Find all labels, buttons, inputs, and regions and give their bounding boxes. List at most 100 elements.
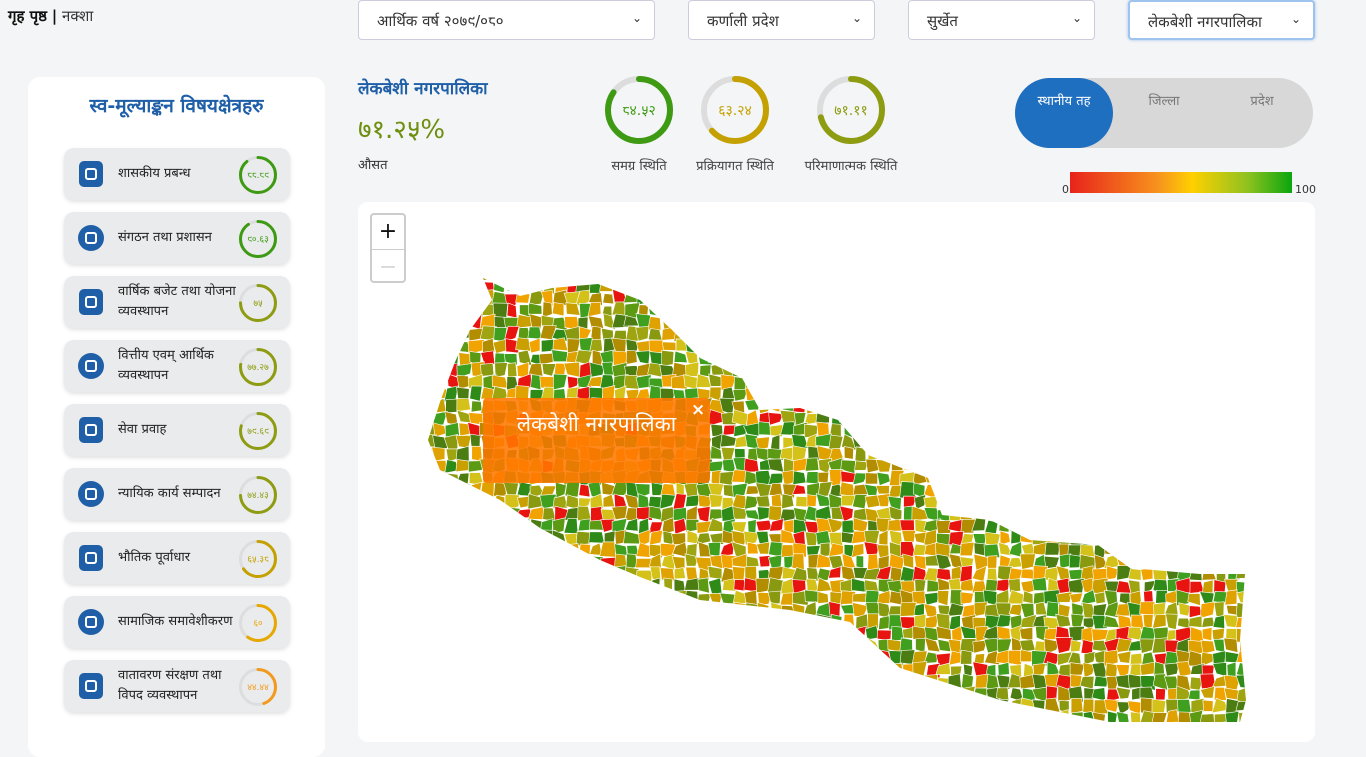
map-region — [1176, 698, 1192, 713]
province-select[interactable]: कर्णाली प्रदेश ⌄ — [688, 0, 875, 40]
map-region — [611, 677, 628, 690]
map-region — [770, 434, 781, 451]
toggle-option[interactable]: जिल्ला — [1148, 94, 1180, 109]
map-region — [457, 493, 470, 509]
map-region — [1166, 338, 1180, 353]
map-region — [889, 433, 902, 449]
item-label: शासकीय प्रबन्ध — [118, 166, 191, 181]
toggle-option[interactable]: स्थानीय तह — [1037, 94, 1091, 109]
item-ring: ८८.८९ — [238, 155, 278, 195]
map-region — [1164, 349, 1179, 363]
map-region — [1223, 469, 1241, 485]
district-select[interactable]: सुर्खेत ⌄ — [908, 0, 1095, 40]
sidebar-item[interactable]: वित्तीय एवम् आर्थिक व्यवस्थापन ७७.२७ — [64, 340, 290, 392]
map-region — [492, 494, 506, 510]
sidebar-item[interactable]: भौतिक पूर्वाधार ६५.३८ — [64, 532, 290, 584]
map-region — [1142, 543, 1157, 559]
map-region — [769, 699, 784, 714]
map-region — [1151, 340, 1167, 352]
map-region — [768, 412, 784, 426]
map-region — [1055, 470, 1072, 486]
fiscal-year-select[interactable]: आर्थिक वर्ष २०७९/०८० ⌄ — [358, 0, 655, 40]
map-region — [578, 578, 591, 595]
map-region — [854, 422, 868, 439]
map-region — [659, 493, 676, 510]
map-region — [804, 338, 818, 355]
map-region — [851, 337, 867, 353]
map-region — [1152, 302, 1168, 317]
sidebar-item[interactable]: संगठन तथा प्रशासन ९०.६३ — [64, 212, 290, 264]
map-region — [1056, 591, 1073, 603]
score-ring: ४४.४४ — [239, 668, 277, 706]
map-region — [1224, 711, 1240, 722]
map-region — [830, 278, 845, 282]
map-region — [469, 699, 484, 715]
zoom-in[interactable]: + — [378, 219, 398, 244]
map-region — [1127, 446, 1143, 463]
toggle-option[interactable]: प्रदेश — [1250, 94, 1274, 109]
map-region — [1070, 291, 1082, 304]
map-region — [432, 338, 447, 351]
zoom-out[interactable]: — — [372, 249, 404, 283]
map-region — [587, 278, 602, 282]
level-toggle-active[interactable] — [1015, 78, 1113, 148]
map-region — [1176, 303, 1190, 318]
sidebar-item[interactable]: न्यायिक कार्य सम्पादन ७४.४३ — [64, 468, 290, 520]
map-region — [839, 278, 855, 293]
sidebar-item[interactable]: सामाजिक समावेशीकरण ६० — [64, 596, 290, 648]
map-region — [914, 458, 927, 474]
sidebar-item[interactable]: शासकीय प्रबन्ध ८८.८९ — [64, 148, 290, 200]
map-region — [1035, 289, 1049, 307]
map-region — [720, 433, 737, 448]
map-region — [901, 435, 914, 451]
map-region — [611, 565, 627, 581]
map-region — [839, 505, 854, 523]
map-region — [1103, 542, 1120, 556]
map-region — [1069, 437, 1083, 449]
map-region — [708, 494, 724, 508]
icon-shape — [78, 225, 104, 251]
map-region — [1155, 688, 1166, 701]
map-region — [899, 304, 917, 319]
map-region — [997, 409, 1011, 424]
map-region — [900, 711, 913, 722]
popup-close[interactable]: × — [691, 400, 706, 420]
map-region — [507, 362, 518, 378]
map-region — [635, 325, 650, 342]
map-region — [792, 685, 809, 701]
map-region — [576, 589, 593, 606]
map-region — [1187, 303, 1203, 317]
map-region — [1140, 433, 1154, 449]
map-region — [1071, 493, 1082, 510]
map-region — [564, 637, 581, 655]
map-region — [1019, 303, 1036, 315]
map-region — [625, 627, 640, 643]
map-region — [829, 639, 845, 654]
map-region — [623, 590, 641, 607]
map-region — [768, 472, 784, 486]
map-region — [1071, 326, 1084, 342]
map-region — [1187, 350, 1205, 367]
sidebar-item[interactable]: वार्षिक बजेट तथा योजना व्यवस्थापन ७५ — [64, 276, 290, 328]
map-region — [782, 278, 797, 294]
map-region — [1021, 292, 1037, 305]
map-region — [912, 543, 928, 556]
map-region — [756, 541, 770, 555]
sidebar-item[interactable]: वातावरण संरक्षण तथा विपद व्यवस्थापन ४४.४४ — [64, 660, 290, 712]
map-region — [732, 314, 748, 329]
map-region — [696, 614, 711, 630]
legend-bar — [1070, 172, 1292, 193]
municipality-select[interactable]: लेकबेशी नगरपालिका ⌄ — [1128, 0, 1315, 40]
map-region — [900, 350, 917, 366]
sidebar-item[interactable]: सेवा प्रवाह ७९.६९ — [64, 404, 290, 456]
map-region — [853, 640, 868, 654]
map-region — [853, 375, 869, 390]
map-region — [1115, 280, 1131, 293]
map-region — [516, 314, 532, 329]
map-region — [457, 613, 472, 630]
map-region — [1094, 482, 1107, 497]
breadcrumb-home[interactable]: गृह पृष्ठ — [8, 7, 47, 25]
map-region — [551, 649, 569, 666]
map-region — [1007, 316, 1021, 329]
map-region — [433, 517, 448, 535]
